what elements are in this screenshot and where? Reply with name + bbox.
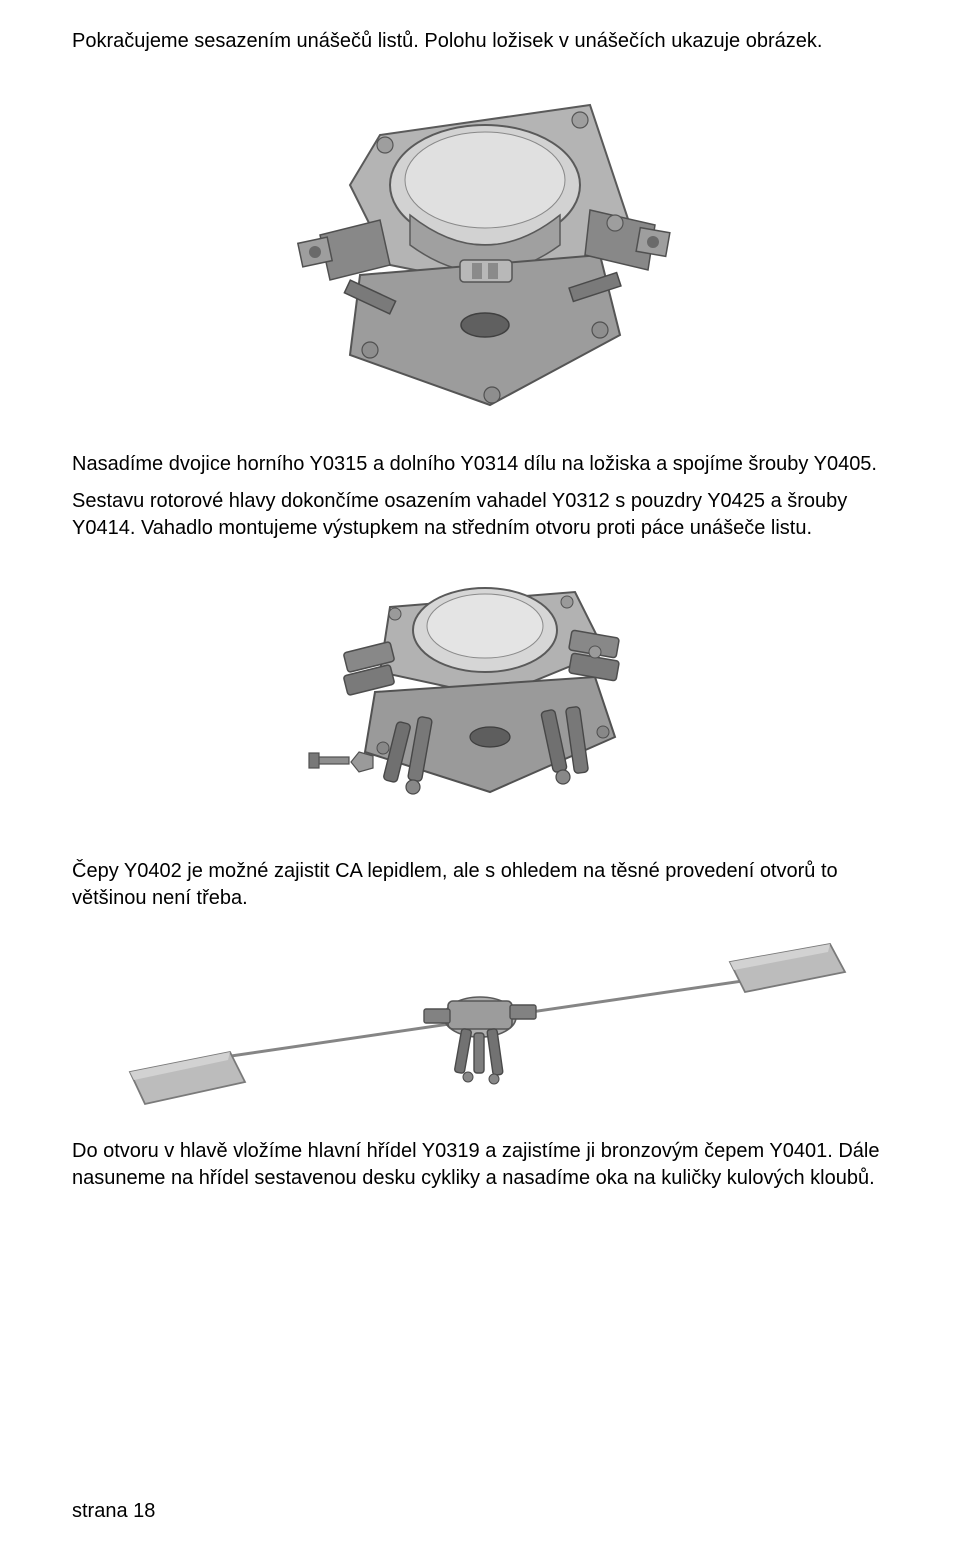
paragraph-3: Sestavu rotorové hlavy dokončíme osazení… — [72, 488, 888, 542]
hub-top-illustration — [260, 65, 700, 435]
flybar-illustration — [110, 922, 850, 1122]
figure-flybar — [72, 922, 888, 1122]
page-number: strana 18 — [72, 1500, 155, 1523]
paragraph-1: Pokračujeme sesazením unášečů listů. Pol… — [72, 28, 888, 55]
paragraph-5: Do otvoru v hlavě vložíme hlavní hřídel … — [72, 1138, 888, 1192]
paragraph-2: Nasadíme dvojice horního Y0315 a dolního… — [72, 451, 888, 478]
figure-hub-assembly — [72, 552, 888, 842]
hub-assembly-illustration — [295, 552, 665, 842]
figure-hub-top — [72, 65, 888, 435]
paragraph-4: Čepy Y0402 je možné zajistit CA lepidlem… — [72, 858, 888, 912]
